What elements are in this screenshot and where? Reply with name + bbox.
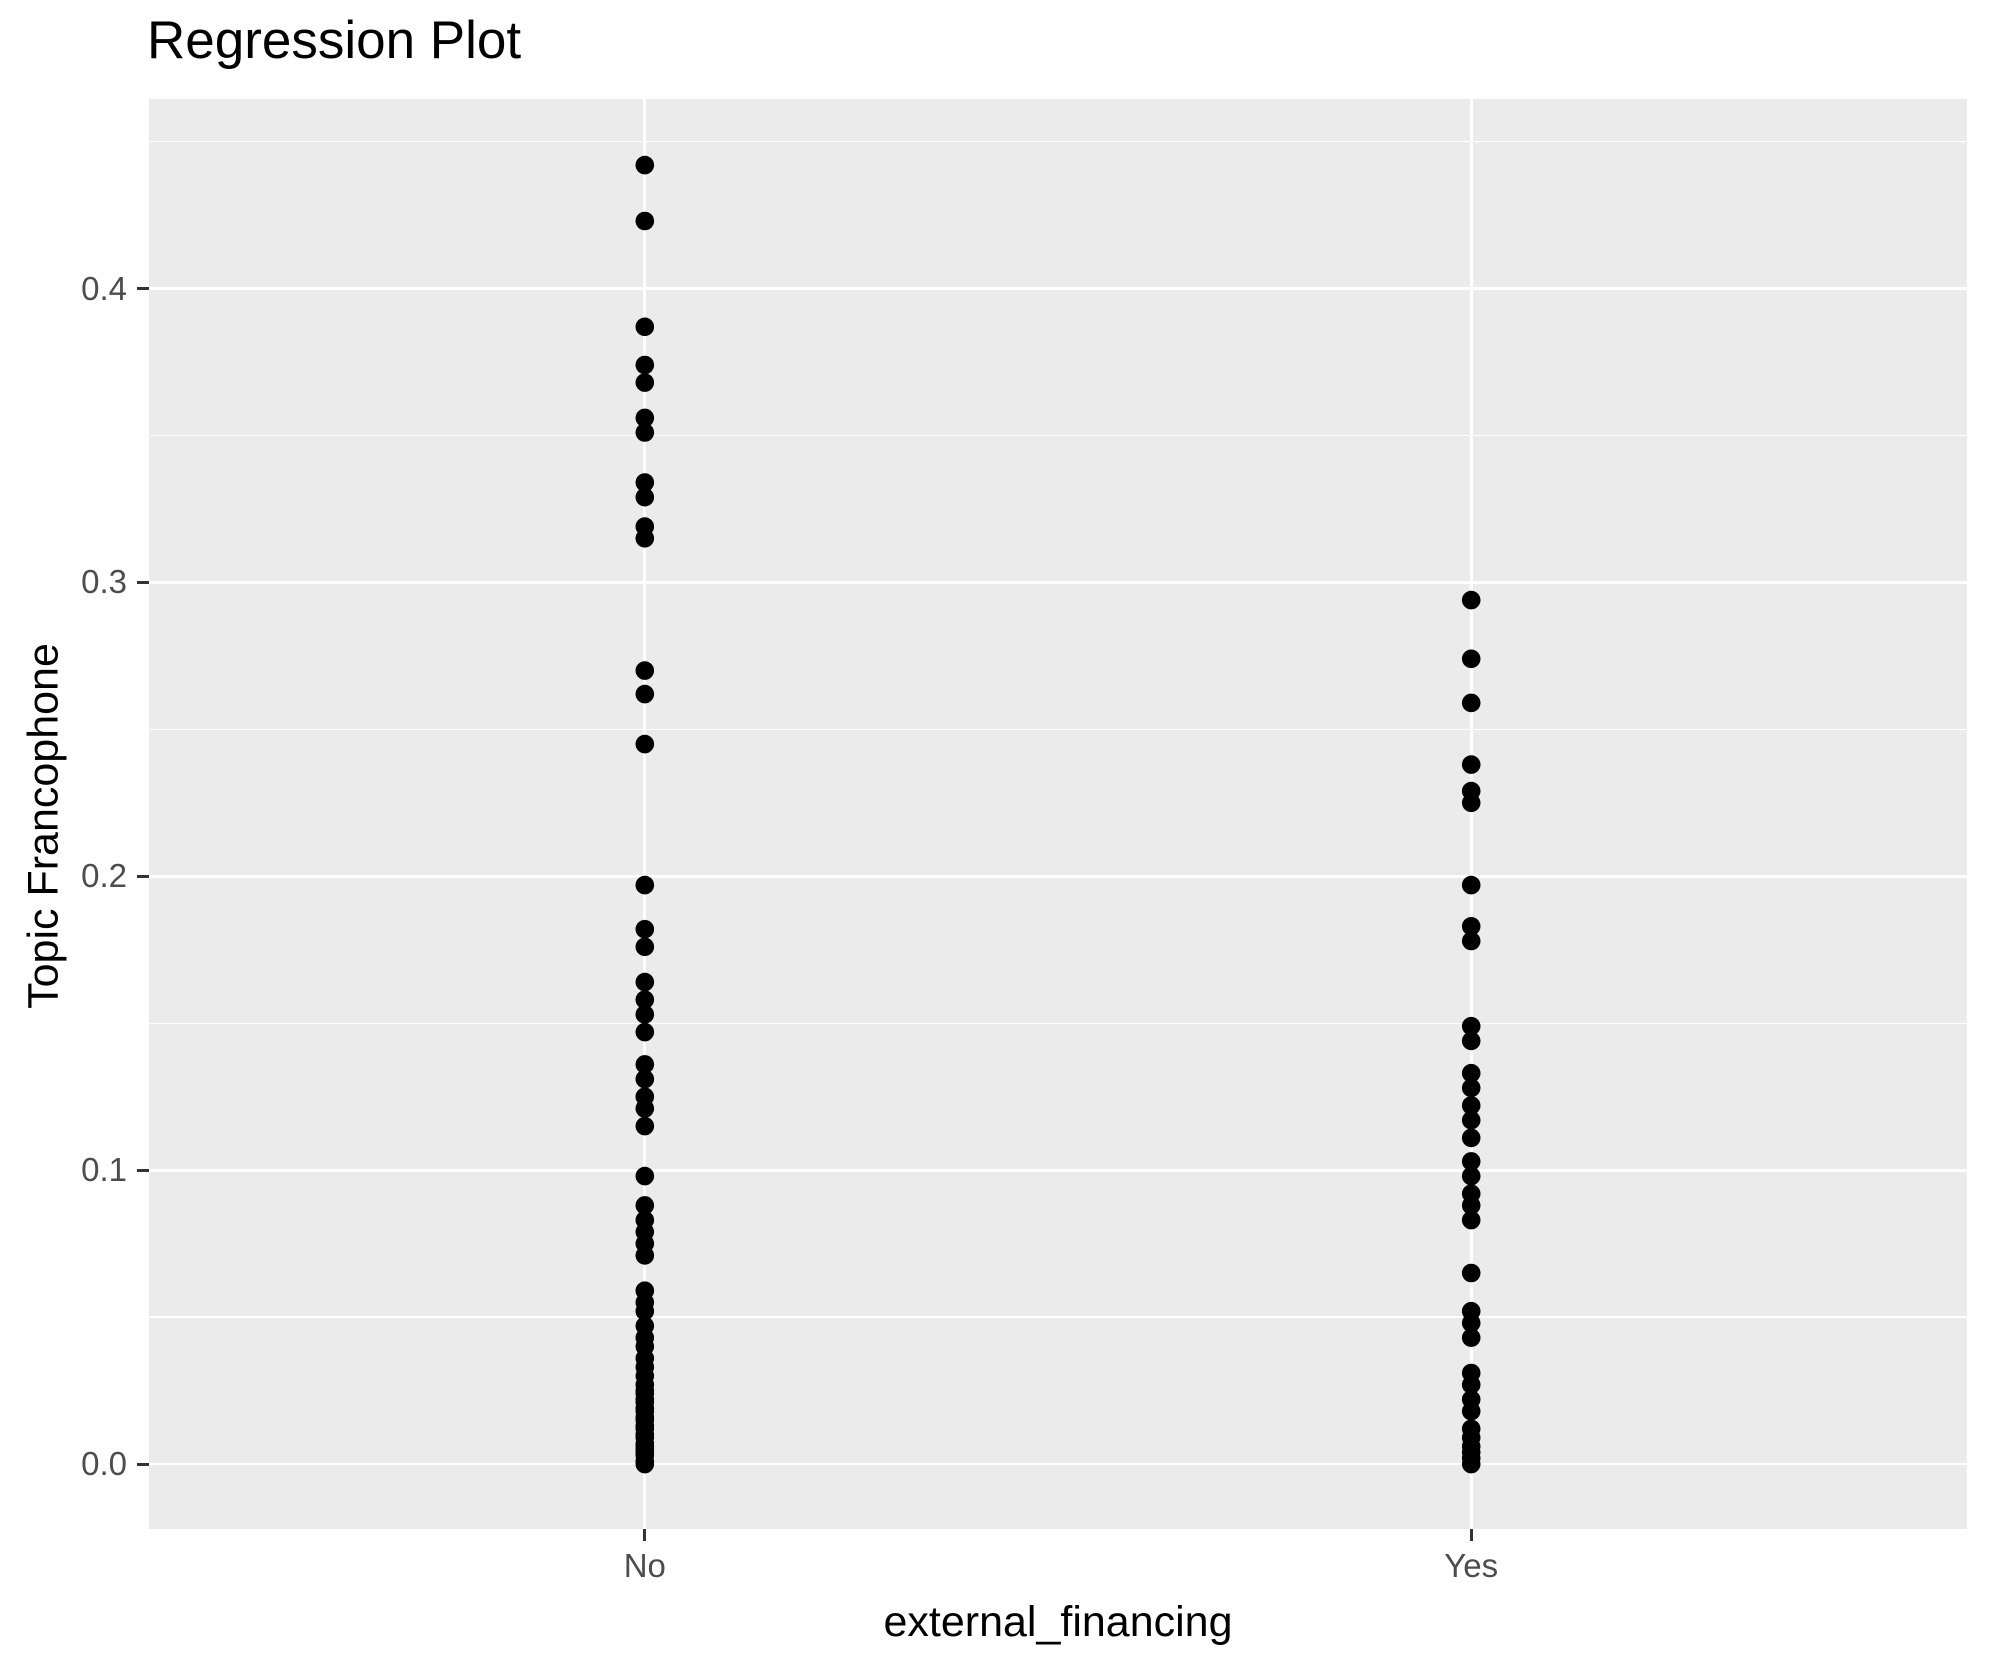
- data-point: [635, 211, 655, 231]
- data-point: [1461, 1454, 1481, 1474]
- data-point: [635, 373, 655, 392]
- data-point: [635, 317, 655, 337]
- data-point: [1461, 1096, 1481, 1115]
- data-point: [635, 990, 655, 1009]
- data-point: [1461, 1328, 1481, 1347]
- y-axis-title: Topic Francophone: [19, 643, 68, 1009]
- y-tick-label: 0.3: [81, 563, 127, 601]
- data-point: [635, 487, 655, 507]
- y-tick-mark: [137, 580, 149, 584]
- data-point: [1461, 1166, 1481, 1186]
- data-point: [1461, 1196, 1481, 1215]
- y-tick-mark: [137, 287, 149, 291]
- y-tick-label: 0.1: [81, 1151, 127, 1189]
- data-point: [1461, 875, 1481, 895]
- data-point: [1461, 1031, 1481, 1051]
- y-tick-label: 0.4: [81, 269, 127, 307]
- data-point: [1461, 1128, 1481, 1148]
- data-point: [635, 1005, 655, 1024]
- x-axis-title: external_financing: [883, 1598, 1233, 1646]
- data-point: [1461, 1063, 1481, 1083]
- data-point: [1461, 755, 1481, 774]
- data-point: [1461, 1263, 1481, 1283]
- data-point: [1461, 1152, 1481, 1171]
- gridline-major-horizontal: [149, 581, 1967, 584]
- data-point: [635, 1069, 655, 1089]
- data-point: [1461, 590, 1481, 610]
- gridline-minor-horizontal: [149, 728, 1967, 731]
- gridline-minor-horizontal: [149, 140, 1967, 143]
- data-point: [1461, 931, 1481, 951]
- data-point: [635, 1301, 655, 1321]
- plot-panel: [149, 99, 1967, 1529]
- data-point: [1461, 1016, 1481, 1036]
- data-point: [635, 473, 655, 492]
- data-point: [1461, 1078, 1481, 1098]
- data-point: [635, 1099, 655, 1118]
- data-point: [635, 1166, 655, 1186]
- y-tick-label: 0.0: [81, 1445, 127, 1483]
- data-point: [635, 1116, 655, 1136]
- gridline-minor-horizontal: [149, 434, 1967, 437]
- data-point: [1461, 1210, 1481, 1230]
- x-tick-mark: [643, 1529, 647, 1541]
- data-point: [635, 408, 655, 428]
- data-point: [635, 937, 655, 957]
- data-point: [1461, 1375, 1481, 1394]
- data-point: [635, 355, 655, 375]
- x-tick-label: No: [623, 1547, 666, 1584]
- data-point: [1461, 917, 1481, 936]
- data-point: [635, 875, 655, 895]
- x-tick-mark: [1469, 1529, 1473, 1541]
- gridline-major-horizontal: [149, 287, 1967, 290]
- data-point: [635, 1454, 655, 1474]
- data-point: [635, 529, 655, 548]
- x-tick-label: Yes: [1444, 1547, 1499, 1584]
- gridline-major-horizontal: [149, 1168, 1967, 1172]
- gridline-minor-horizontal: [149, 1316, 1967, 1318]
- data-point: [635, 1196, 655, 1215]
- data-point: [1461, 793, 1481, 813]
- data-point: [635, 1055, 655, 1074]
- data-point: [635, 1246, 655, 1265]
- data-point: [635, 684, 655, 704]
- gridline-major-horizontal: [149, 1462, 1967, 1466]
- y-tick-mark: [137, 1462, 149, 1466]
- data-point: [1461, 1401, 1481, 1421]
- gridline-major-vertical: [643, 99, 647, 1529]
- gridline-major-vertical: [1469, 99, 1473, 1529]
- data-point: [635, 919, 655, 939]
- y-tick-mark: [137, 874, 149, 878]
- gridline-minor-horizontal: [149, 1022, 1967, 1024]
- data-point: [635, 1022, 655, 1042]
- data-point: [635, 734, 655, 754]
- y-tick-mark: [137, 1168, 149, 1172]
- gridline-major-horizontal: [149, 874, 1967, 878]
- data-point: [635, 972, 655, 992]
- data-point: [1461, 1110, 1481, 1130]
- data-point: [1461, 693, 1481, 713]
- data-point: [635, 661, 655, 680]
- data-point: [635, 423, 655, 442]
- data-point: [635, 155, 655, 175]
- scatter-points-layer: [635, 155, 1481, 1474]
- data-point: [1461, 1313, 1481, 1333]
- y-tick-label: 0.2: [81, 857, 127, 895]
- data-point: [1461, 649, 1481, 669]
- plot-title: Regression Plot: [147, 11, 522, 70]
